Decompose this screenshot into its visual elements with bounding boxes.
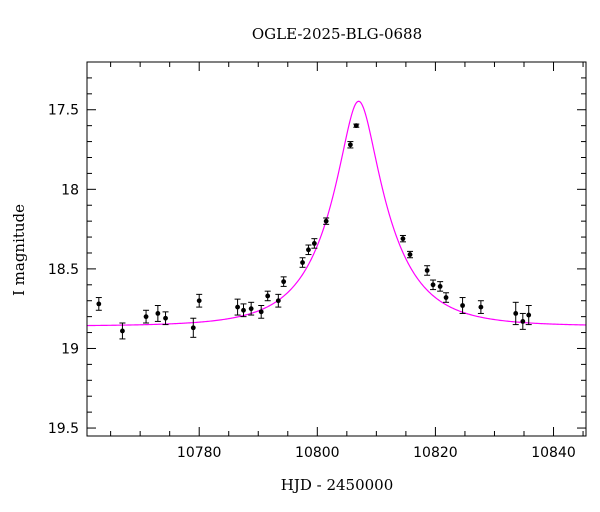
axis-ticks: 10780 10800 10820 10840 17.5 18 18.5 19 19.5 — [48, 62, 586, 461]
data-marker — [281, 279, 287, 285]
data-marker — [248, 306, 254, 312]
x-tick-label: 10840 — [531, 445, 576, 461]
y-axis-label: I magnitude — [10, 204, 28, 296]
data-marker — [478, 304, 484, 310]
data-point — [347, 141, 354, 149]
data-point — [399, 234, 406, 243]
y-tick-label: 19.5 — [48, 421, 79, 437]
data-point — [119, 322, 126, 340]
x-axis-label: HJD - 2450000 — [281, 476, 394, 494]
x-tick-label: 10780 — [177, 445, 222, 461]
data-point — [280, 276, 287, 287]
data-marker — [235, 304, 240, 310]
data-marker — [424, 268, 430, 273]
data-marker — [311, 241, 317, 246]
data-marker — [526, 312, 532, 318]
data-point — [519, 312, 526, 330]
data-point — [305, 244, 312, 256]
data-marker — [520, 319, 526, 324]
y-tick-label: 17.5 — [48, 103, 79, 119]
data-marker — [347, 142, 353, 148]
chart-title: OGLE-2025-BLG-0688 — [252, 25, 422, 43]
data-point — [353, 123, 360, 129]
data-point — [95, 297, 102, 311]
data-point — [311, 238, 318, 249]
data-point — [407, 250, 414, 259]
data-marker — [120, 328, 125, 334]
data-marker — [241, 307, 246, 313]
data-point — [512, 301, 519, 326]
data-marker — [155, 311, 161, 316]
data-point — [196, 293, 203, 308]
data-marker — [430, 282, 436, 288]
data-point — [240, 303, 247, 318]
y-tick-label: 18 — [61, 182, 79, 198]
data-point — [443, 292, 450, 303]
data-marker — [96, 301, 102, 307]
data-marker — [258, 309, 264, 315]
data-point — [190, 317, 197, 338]
data-marker — [265, 293, 271, 299]
data-point — [264, 290, 271, 302]
plot-area — [87, 100, 586, 340]
data-point — [323, 217, 330, 225]
data-marker — [443, 295, 449, 300]
data-marker — [306, 247, 311, 253]
data-point — [258, 304, 265, 319]
data-point — [430, 279, 437, 291]
plot-frame — [86, 61, 587, 437]
data-marker — [323, 218, 329, 224]
data-point — [299, 257, 306, 268]
data-point — [143, 309, 150, 324]
data-point — [234, 298, 241, 316]
x-tick-label: 10800 — [295, 445, 340, 461]
data-point — [248, 301, 255, 316]
data-point — [154, 304, 161, 322]
data-point — [437, 281, 444, 292]
data-marker — [400, 236, 406, 242]
data-marker — [460, 303, 465, 308]
data-point — [477, 300, 484, 314]
data-point — [424, 265, 431, 276]
data-marker — [143, 314, 149, 320]
data-marker — [353, 123, 359, 129]
data-marker — [513, 311, 519, 316]
data-point — [525, 304, 532, 326]
data-marker — [190, 325, 196, 331]
data-marker — [407, 252, 413, 257]
data-point — [162, 311, 169, 326]
data-marker — [196, 298, 202, 304]
data-marker — [163, 315, 168, 321]
y-tick-label: 18.5 — [48, 262, 79, 278]
x-tick-label: 10820 — [413, 445, 458, 461]
model-curve — [87, 100, 586, 327]
data-point — [459, 297, 466, 314]
data-marker — [437, 284, 443, 289]
data-marker — [300, 260, 305, 265]
y-tick-label: 19 — [61, 341, 79, 357]
data-point — [275, 293, 282, 308]
data-marker — [275, 298, 281, 304]
